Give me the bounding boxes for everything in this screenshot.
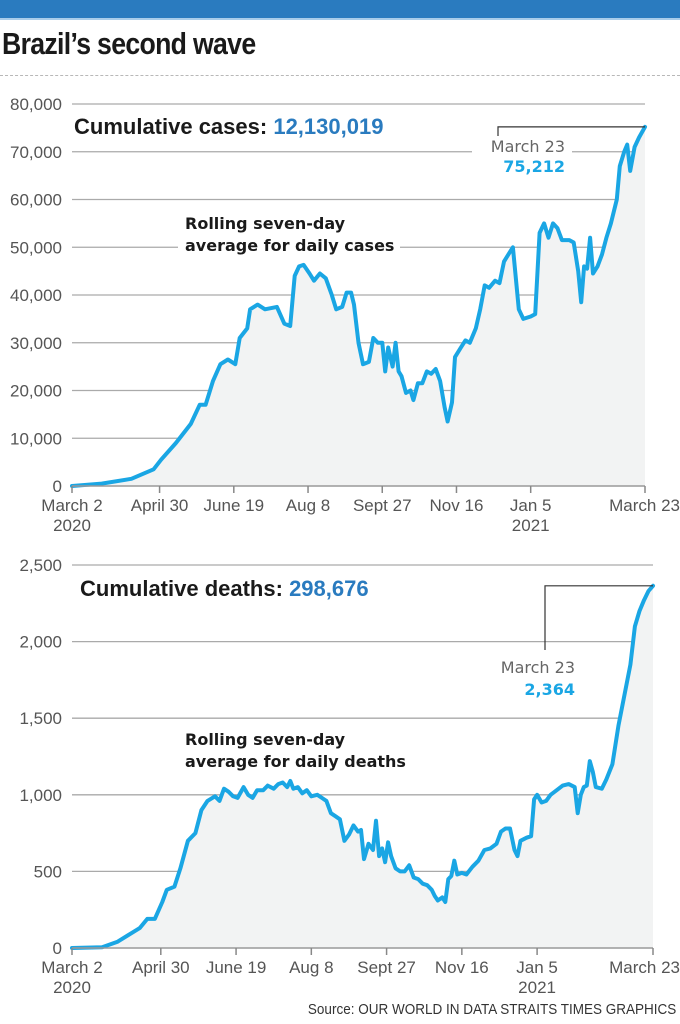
deaths-y-tick-label: 1,000	[19, 786, 62, 805]
deaths-y-tick-label: 2,000	[19, 633, 62, 652]
cases-note-line-2: average for daily cases	[185, 236, 394, 255]
deaths-heading-label: Cumulative deaths:	[80, 576, 283, 601]
cases-area-fill	[72, 126, 645, 487]
cases-y-tick-label: 20,000	[10, 382, 62, 401]
deaths-x-tick-label: Nov 16	[435, 958, 489, 977]
deaths-annotation-date: March 23	[501, 658, 575, 677]
cases-annotation-value: 75,212	[503, 157, 565, 176]
cases-y-tick-label: 70,000	[10, 143, 62, 162]
cases-heading-value: 12,130,019	[273, 114, 383, 139]
deaths-y-tick-label: 500	[34, 862, 62, 881]
deaths-y-tick-label: 2,500	[19, 556, 62, 575]
cases-x-tick-label: March 2	[41, 496, 102, 515]
deaths-x-tick-label: June 19	[206, 958, 267, 977]
cases-annotation-background	[472, 140, 572, 160]
cases-x-tick-label: 2020	[53, 516, 91, 535]
cases-x-tick-label: 2021	[512, 516, 550, 535]
deaths-note-line-1: Rolling seven-day	[185, 730, 346, 749]
deaths-x-tick-label: March 23	[609, 958, 680, 977]
cases-line	[70, 124, 647, 488]
cases-y-tick-label: 30,000	[10, 334, 62, 353]
cases-heading: Cumulative cases: 12,130,019	[74, 114, 383, 139]
deaths-x-tick-label: March 2	[41, 958, 102, 977]
deaths-x-tick-label: Jan 5	[516, 958, 558, 977]
deaths-heading: Cumulative deaths: 298,676	[80, 576, 369, 601]
deaths-x-tick-label: April 30	[132, 958, 190, 977]
cases-y-tick-label: 0	[53, 477, 62, 496]
deaths-y-tick-label: 0	[53, 939, 62, 958]
cases-x-tick-label: March 23	[609, 496, 680, 515]
deaths-annotation-value: 2,364	[524, 680, 575, 699]
cases-heading-label: Cumulative cases:	[74, 114, 267, 139]
cases-y-tick-label: 60,000	[10, 191, 62, 210]
cases-x-tick-label: April 30	[131, 496, 189, 515]
cases-x-tick-label: Nov 16	[430, 496, 484, 515]
source-credit: Source: OUR WORLD IN DATA STRAITS TIMES …	[307, 1001, 676, 1018]
cases-y-tick-label: 80,000	[10, 95, 62, 114]
deaths-area-fill	[72, 585, 653, 948]
cases-x-tick-label: Aug 8	[286, 496, 330, 515]
cases-y-tick-label: 10,000	[10, 429, 62, 448]
deaths-x-tick-label: Aug 8	[289, 958, 333, 977]
cases-note-line-1: Rolling seven-day	[185, 214, 346, 233]
top-banner	[0, 0, 680, 20]
title-divider	[0, 75, 680, 76]
deaths-x-tick-label: Sept 27	[357, 958, 416, 977]
cases-x-tick-label: June 19	[204, 496, 265, 515]
cases-y-tick-label: 40,000	[10, 286, 62, 305]
cases-y-axis: 0 10,000 20,000 30,000 40,000 50,000 60,000 70,…	[10, 95, 62, 496]
page-title: Brazil’s second wave	[2, 26, 256, 61]
cases-note-background	[178, 236, 400, 256]
deaths-y-tick-label: 1,500	[19, 709, 62, 728]
cases-chart: 0 10,000 20,000 30,000 40,000 50,000 60,000 70,…	[10, 95, 680, 535]
deaths-heading-value: 298,676	[289, 576, 369, 601]
cases-annotation-leader	[497, 126, 645, 136]
deaths-line	[70, 583, 655, 950]
deaths-x-tick-label: 2021	[518, 978, 556, 997]
deaths-x-tick-label: 2020	[53, 978, 91, 997]
cases-x-tick-label: Sept 27	[353, 496, 412, 515]
deaths-annotation-leader	[544, 585, 653, 650]
deaths-y-axis: 0 500 1,000 1,500 2,000 2,500	[19, 556, 62, 958]
deaths-note-line-2: average for daily deaths	[185, 752, 406, 771]
cases-y-tick-label: 50,000	[10, 238, 62, 257]
cases-x-tick-label: Jan 5	[510, 496, 552, 515]
cases-annotation-date: March 23	[491, 137, 565, 156]
